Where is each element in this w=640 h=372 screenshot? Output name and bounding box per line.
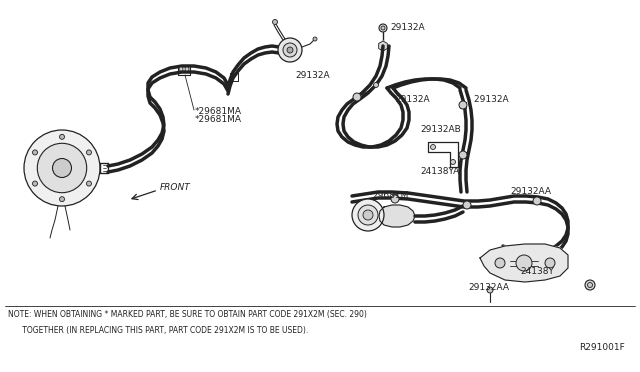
Circle shape [60,197,65,202]
Text: *29681MA: *29681MA [195,108,242,116]
Polygon shape [379,205,415,227]
Circle shape [86,150,92,155]
Circle shape [487,287,493,293]
Text: 29681M: 29681M [372,192,408,201]
Text: *29681MA: *29681MA [195,115,242,125]
Circle shape [33,150,38,155]
Circle shape [278,38,302,62]
Text: 24138Y: 24138Y [520,267,554,276]
Circle shape [381,26,385,30]
Circle shape [283,43,297,57]
Circle shape [391,195,399,203]
Circle shape [431,144,435,150]
Circle shape [185,67,189,71]
Text: 29132AA: 29132AA [468,283,509,292]
Circle shape [374,83,378,87]
Text: 29132A: 29132A [474,96,511,105]
Polygon shape [480,244,568,282]
Circle shape [585,280,595,290]
Text: 29132AA: 29132AA [510,187,551,196]
Circle shape [451,160,456,164]
Circle shape [358,205,378,225]
Circle shape [495,258,505,268]
Circle shape [459,151,467,159]
Text: TOGETHER (IN REPLACING THIS PART, PART CODE 291X2M IS TO BE USED).: TOGETHER (IN REPLACING THIS PART, PART C… [8,326,308,334]
Circle shape [179,67,183,71]
Circle shape [588,282,593,288]
Text: 29132AB: 29132AB [420,125,461,135]
Circle shape [24,130,100,206]
Circle shape [379,24,387,32]
Circle shape [86,181,92,186]
Circle shape [463,201,471,209]
Circle shape [313,37,317,41]
Circle shape [459,101,467,109]
Circle shape [273,19,278,25]
Text: 29132A: 29132A [390,23,424,32]
Circle shape [60,134,65,140]
Circle shape [363,210,373,220]
Circle shape [37,143,86,193]
Circle shape [33,181,38,186]
Polygon shape [379,41,387,51]
Text: 29132A: 29132A [295,71,330,80]
Circle shape [52,158,72,177]
Circle shape [287,47,293,53]
Text: R291001F: R291001F [579,343,625,353]
Text: FRONT: FRONT [160,183,191,192]
Circle shape [516,255,532,271]
Text: 29132A: 29132A [395,96,429,105]
Circle shape [353,93,361,101]
Circle shape [352,199,384,231]
Text: NOTE: WHEN OBTAINING * MARKED PART, BE SURE TO OBTAIN PART CODE 291X2M (SEC. 290: NOTE: WHEN OBTAINING * MARKED PART, BE S… [8,311,367,320]
Circle shape [545,258,555,268]
Circle shape [533,197,541,205]
Text: 24138YA: 24138YA [420,167,460,176]
